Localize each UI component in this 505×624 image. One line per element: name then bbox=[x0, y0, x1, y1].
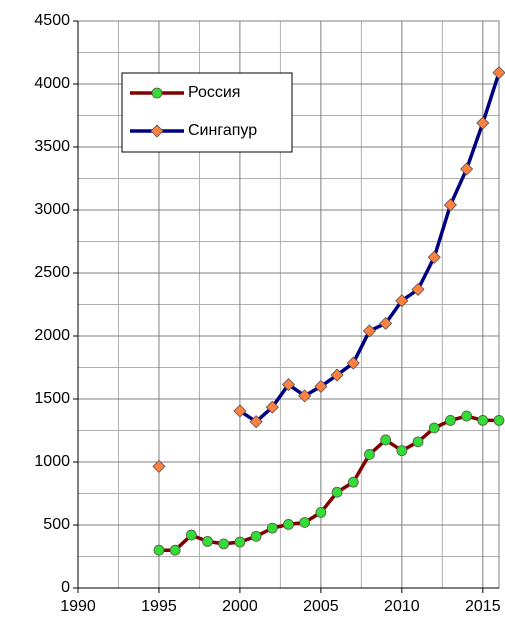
marker bbox=[379, 316, 393, 330]
marker bbox=[347, 476, 359, 488]
legend-marker bbox=[150, 124, 164, 138]
x-tick-label: 2010 bbox=[384, 598, 420, 615]
legend-box bbox=[121, 72, 293, 153]
marker bbox=[427, 250, 441, 264]
marker bbox=[380, 434, 392, 446]
y-tick-label: 1500 bbox=[34, 390, 70, 407]
marker bbox=[281, 377, 296, 392]
x-tick-label: 2015 bbox=[465, 598, 501, 615]
y-tick-label: 0 bbox=[61, 579, 70, 596]
legend-label: Сингапур bbox=[188, 122, 257, 139]
marker bbox=[152, 459, 166, 473]
y-tick-label: 2500 bbox=[34, 264, 70, 281]
x-tick-label: 2000 bbox=[222, 598, 258, 615]
marker bbox=[477, 415, 489, 426]
marker bbox=[299, 517, 311, 528]
marker bbox=[315, 507, 327, 518]
marker bbox=[314, 379, 328, 393]
y-tick-label: 4500 bbox=[34, 12, 70, 29]
marker bbox=[411, 282, 425, 296]
y-tick-label: 3000 bbox=[34, 201, 70, 218]
marker bbox=[445, 415, 456, 426]
x-tick-label: 2005 bbox=[303, 598, 339, 615]
marker bbox=[396, 445, 408, 457]
marker bbox=[283, 518, 294, 530]
marker bbox=[202, 535, 213, 547]
marker bbox=[185, 529, 197, 541]
marker bbox=[250, 530, 262, 542]
marker bbox=[169, 544, 181, 556]
marker bbox=[493, 415, 505, 426]
marker bbox=[266, 522, 278, 534]
series-line bbox=[158, 414, 499, 552]
marker bbox=[492, 66, 505, 80]
marker bbox=[460, 162, 474, 176]
x-tick-label: 1990 bbox=[60, 598, 96, 615]
legend-marker bbox=[151, 87, 163, 99]
y-tick-label: 3500 bbox=[34, 138, 70, 155]
y-tick-label: 4000 bbox=[34, 75, 70, 92]
marker bbox=[153, 544, 165, 556]
y-tick-label: 500 bbox=[43, 516, 70, 533]
marker bbox=[428, 422, 440, 434]
marker bbox=[218, 538, 230, 550]
marker bbox=[395, 294, 409, 308]
marker bbox=[362, 324, 377, 338]
marker bbox=[412, 436, 424, 448]
marker bbox=[298, 389, 312, 403]
y-tick-label: 1000 bbox=[34, 453, 70, 470]
marker bbox=[265, 400, 279, 414]
x-tick-label: 1995 bbox=[141, 598, 177, 615]
marker bbox=[443, 198, 457, 212]
marker bbox=[346, 356, 360, 370]
marker bbox=[476, 116, 490, 130]
marker bbox=[234, 536, 246, 548]
y-tick-label: 2000 bbox=[34, 327, 70, 344]
marker bbox=[461, 410, 473, 422]
marker bbox=[330, 368, 344, 382]
marker bbox=[364, 449, 375, 460]
marker bbox=[249, 415, 263, 429]
legend-label: Россия bbox=[188, 84, 240, 101]
marker bbox=[233, 404, 247, 418]
marker bbox=[331, 486, 343, 498]
